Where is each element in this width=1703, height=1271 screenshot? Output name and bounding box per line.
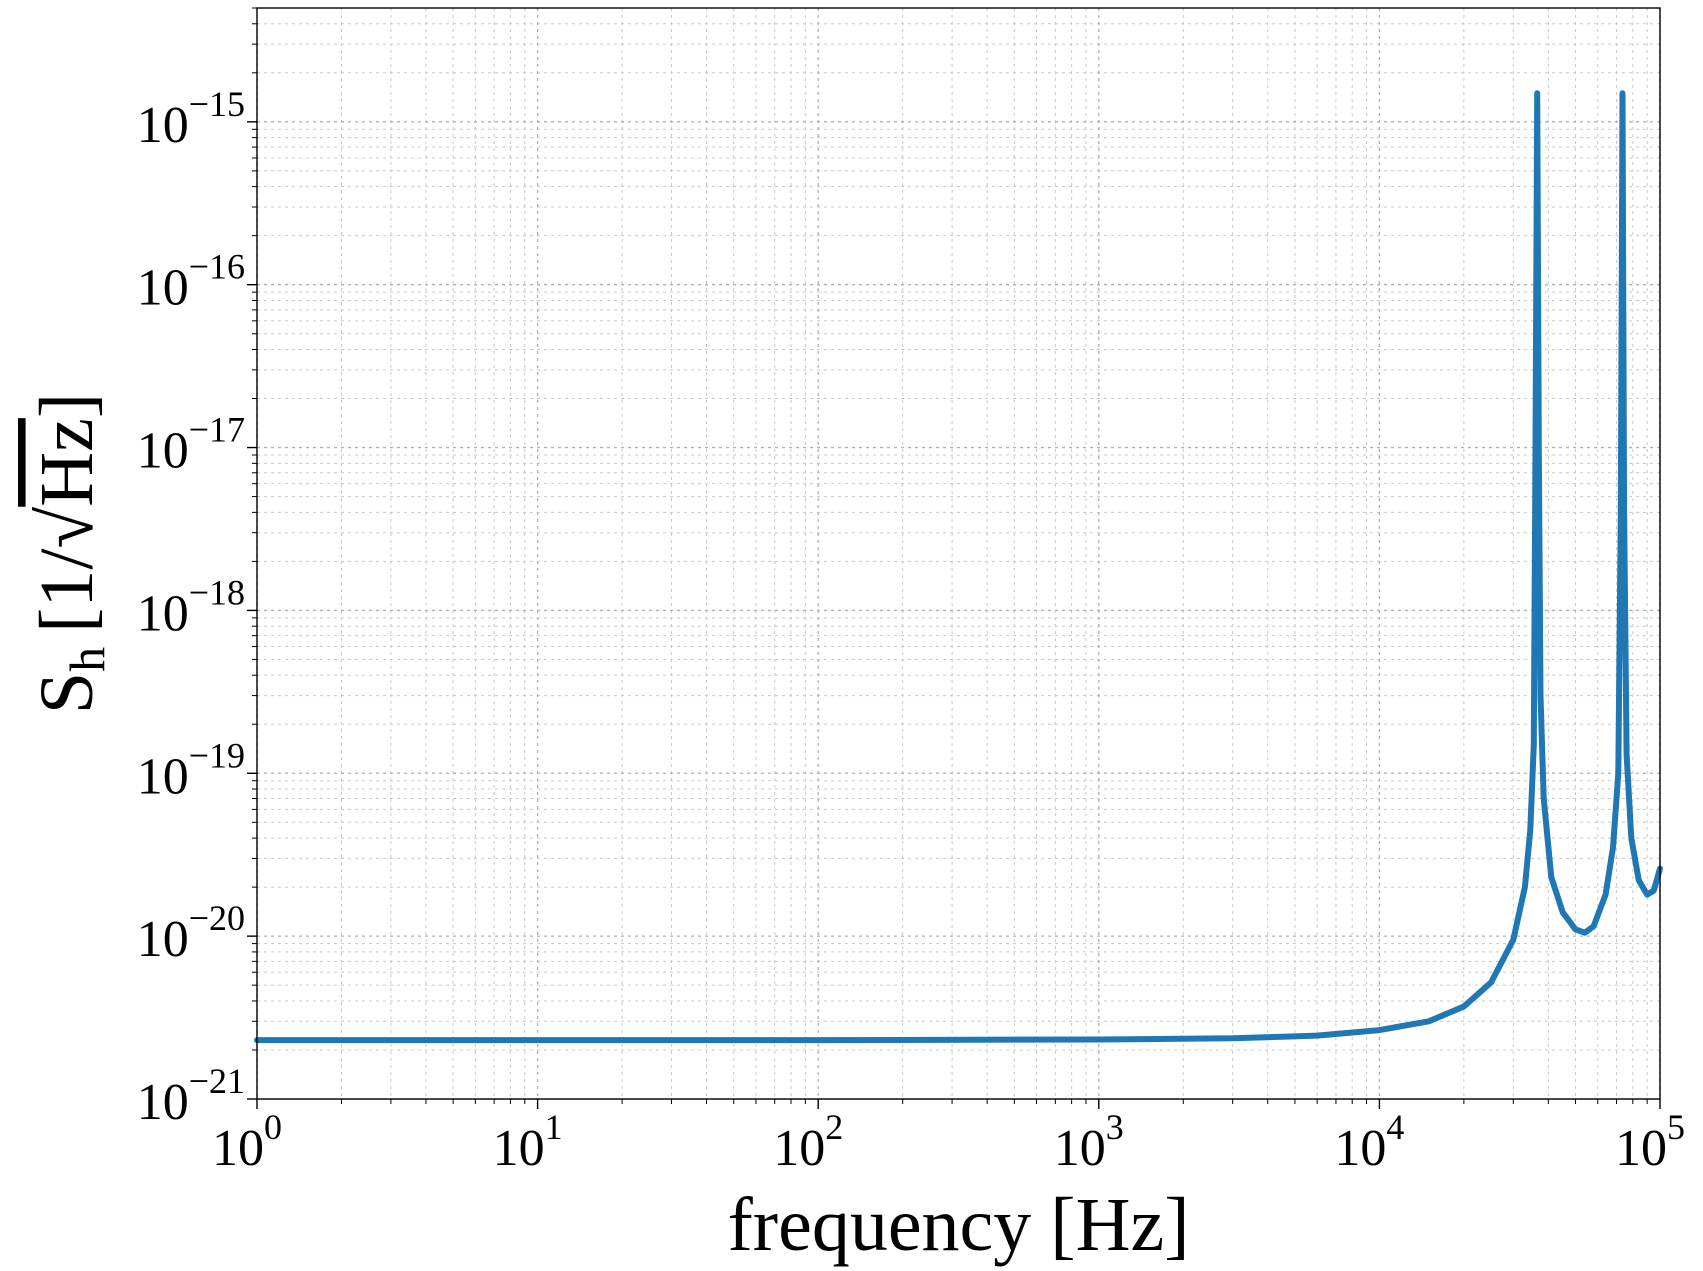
y-tick-label: 10−16 [137,247,245,317]
x-axis-title: frequency [Hz] [727,1183,1189,1267]
y-axis-title: Sh [1/√Hz] [25,393,115,714]
tick-base: 10 [137,585,189,642]
tick-exponent: 0 [264,1107,282,1147]
x-tick-labels: 100 101 102 103 104 105 [212,1107,1685,1177]
y-tick-label: 10−21 [137,1061,245,1131]
tick-exponent: 5 [1667,1107,1685,1147]
tick-base: 10 [1334,1120,1386,1177]
y-tick-label: 10−18 [137,572,245,642]
tick-exponent: −19 [189,735,245,775]
tick-exponent: −16 [189,247,245,287]
minor-grid [257,7,1660,1099]
x-tick-label: 105 [1615,1107,1685,1177]
tick-exponent: −18 [189,572,245,612]
x-tick-label: 102 [773,1107,843,1177]
y-tick-label: 10−19 [137,735,245,805]
plot-frame [256,7,1661,1100]
tick-exponent: −15 [189,84,245,124]
major-grid [256,8,1661,1100]
y-axis-unit-open: [1/√ [25,506,109,632]
x-tick-label: 100 [212,1107,282,1177]
tick-base: 10 [1054,1120,1106,1177]
x-tick-label: 104 [1334,1107,1404,1177]
series-line [254,90,1663,1044]
tick-exponent: 4 [1386,1107,1404,1147]
tick-base: 10 [212,1120,264,1177]
x-tick-label: 101 [493,1107,563,1177]
tick-exponent: 3 [1106,1107,1124,1147]
tick-exponent: 1 [545,1107,563,1147]
tick-base: 10 [137,260,189,317]
y-tick-label: 10−20 [137,898,245,968]
x-tick-label: 103 [1054,1107,1124,1177]
tick-marks [247,7,1661,1109]
tick-exponent: 2 [825,1107,843,1147]
tick-base: 10 [137,911,189,968]
y-axis-subscript: h [59,647,115,672]
tick-base: 10 [137,97,189,154]
tick-base: 10 [137,1074,189,1131]
y-axis-symbol: S [25,672,109,714]
y-tick-label: 10−15 [137,84,245,154]
y-tick-label: 10−17 [137,410,245,480]
tick-base: 10 [493,1120,545,1177]
y-axis-unit-close: ] [25,393,109,418]
y-axis-unit-radicand: Hz [25,418,109,507]
tick-exponent: −17 [189,410,245,450]
tick-base: 10 [137,423,189,480]
tick-exponent: −21 [189,1061,245,1101]
tick-base: 10 [137,748,189,805]
tick-exponent: −20 [189,898,245,938]
tick-base: 10 [773,1120,825,1177]
tick-base: 10 [1615,1120,1667,1177]
series-group [254,90,1663,1044]
